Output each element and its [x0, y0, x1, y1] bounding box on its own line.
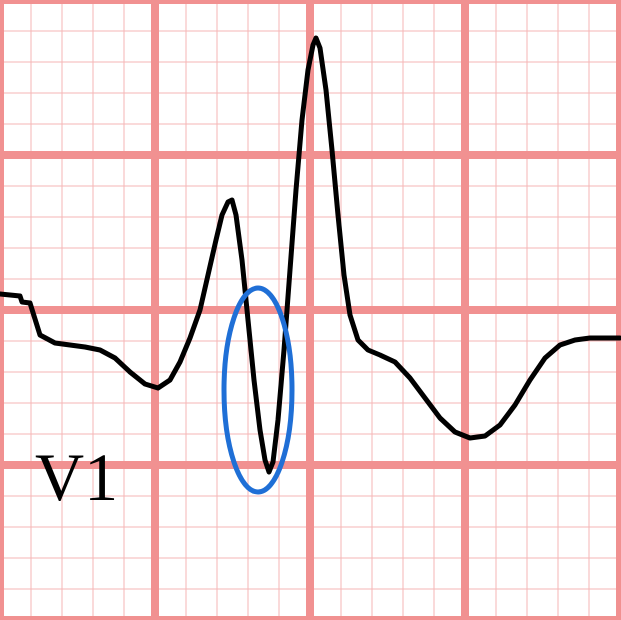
grid: [0, 0, 621, 620]
lead-label: V1: [35, 439, 118, 515]
ecg-diagram: V1: [0, 0, 621, 620]
